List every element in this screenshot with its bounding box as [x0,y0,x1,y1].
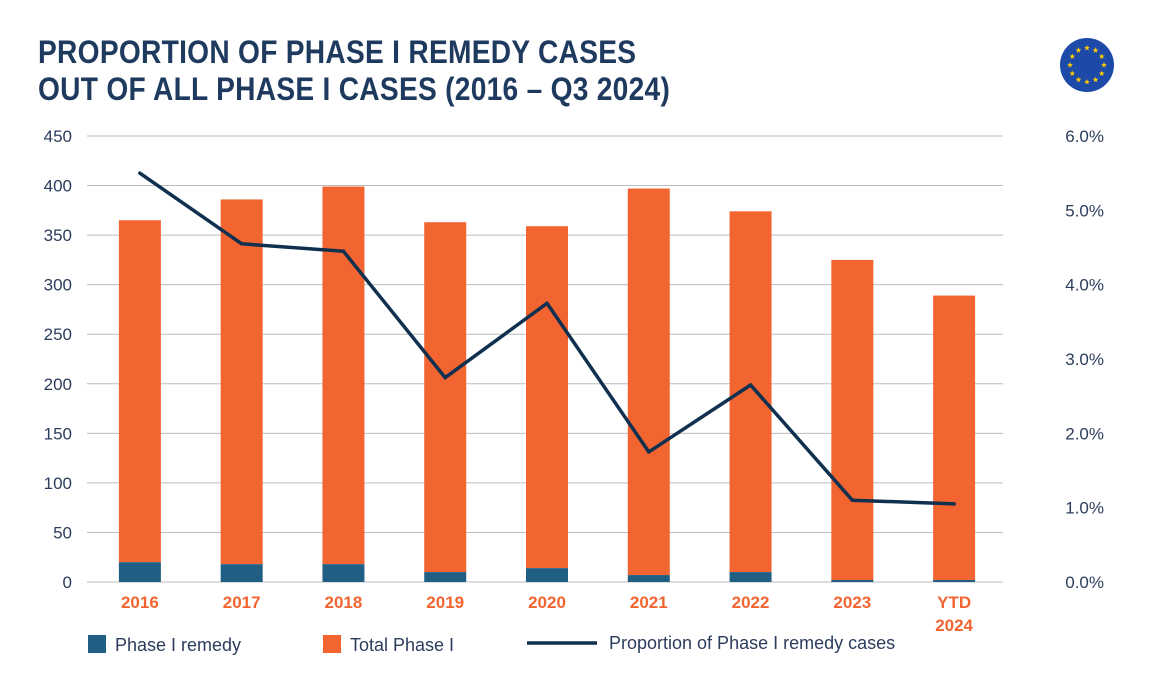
bar-total-phase-i [526,226,568,569]
flag-star [1067,62,1073,68]
x-category-label: 2020 [528,593,566,612]
proportion-point [138,171,142,175]
bars [118,186,976,582]
y-left-tick-label: 400 [44,177,72,196]
y-right-tick-label: 3.0% [1065,350,1104,369]
y-axis-right: 0.0% 1.0% 2.0% 3.0% 4.0% 5.0% 6.0% [1065,127,1104,592]
proportion-point [443,375,448,380]
legend-swatch-total [323,635,341,653]
bar-phase-i-remedy [933,580,976,582]
y-left-tick-label: 450 [44,127,72,146]
bar-total-phase-i [424,222,467,573]
bar-total-phase-i [933,295,976,581]
title-line-1: PROPORTION OF PHASE I REMEDY CASES [38,34,637,70]
bar-total-phase-i [322,186,365,565]
legend-label-proportion: Proportion of Phase I remedy cases [609,633,895,653]
bar-total-phase-i [118,220,161,563]
chart-title: PROPORTION OF PHASE I REMEDY CASES OUT O… [38,34,670,108]
y-left-tick-label: 350 [44,226,72,245]
x-category-label: 2018 [325,593,363,612]
y-left-tick-label: 150 [44,424,72,443]
y-left-tick-label: 100 [44,474,72,493]
y-right-tick-label: 2.0% [1065,424,1104,443]
legend-swatch-remedy [88,635,106,653]
proportion-point [952,502,956,506]
x-category-label: 2019 [426,593,464,612]
flag-star [1069,53,1076,59]
x-category-label: 2017 [223,593,261,612]
bar-total-phase-i [729,211,772,573]
x-category-label: 2021 [630,593,668,612]
bar-phase-i-remedy [627,575,670,582]
flag-star [1084,45,1090,51]
y-right-tick-label: 1.0% [1065,499,1104,518]
legend: Phase I remedy Total Phase I Proportion of… [88,633,895,655]
flag-star [1092,47,1099,53]
proportion-point [239,241,244,246]
flag-star [1084,79,1090,85]
proportion-point [545,301,549,306]
flag-star [1092,76,1099,83]
x-axis-categories: 2016 2017 2018 2019 2020 2021 2022 2023 YTD 2024 [121,593,974,635]
proportion-point [646,450,651,454]
x-category-label: 2022 [732,593,770,612]
y-right-tick-label: 6.0% [1065,127,1104,146]
bar-phase-i-remedy [220,564,263,582]
x-category-label: YTD [937,593,971,612]
legend-label-remedy: Phase I remedy [115,635,241,655]
y-right-tick-label: 4.0% [1065,276,1104,295]
bar-phase-i-remedy [526,568,568,582]
flag-star [1069,70,1076,76]
bar-phase-i-remedy [322,564,365,582]
flag-star [1101,62,1107,68]
title-line-2: OUT OF ALL PHASE I CASES (2016 – Q3 2024… [38,71,671,107]
bar-phase-i-remedy [424,572,467,582]
y-left-tick-label: 250 [44,325,72,344]
bar-total-phase-i [831,259,874,581]
y-right-tick-label: 5.0% [1065,201,1104,220]
eu-flag-icon [1060,38,1114,92]
bar-phase-i-remedy [729,572,772,582]
x-category-label: 2023 [833,593,871,612]
bar-phase-i-remedy [831,580,874,582]
y-left-tick-label: 50 [53,523,72,542]
bar-total-phase-i [220,199,263,565]
proportion-line [138,171,956,506]
y-axis-left: 0 50 100 150 200 250 300 350 400 450 [44,127,72,592]
flag-star [1075,76,1082,83]
proportion-point [748,383,753,387]
proportion-point [850,498,855,503]
bar-phase-i-remedy [118,562,161,582]
bar-total-phase-i [627,188,670,576]
legend-label-total: Total Phase I [350,635,454,655]
x-category-label: 2024 [935,616,973,635]
x-category-label: 2016 [121,593,159,612]
flag-star [1098,70,1105,76]
flag-star [1098,53,1105,59]
y-left-tick-label: 300 [44,276,72,295]
y-left-tick-label: 0 [63,573,72,592]
y-left-tick-label: 200 [44,375,72,394]
flag-star [1075,47,1082,53]
proportion-point [341,249,346,254]
y-right-tick-label: 0.0% [1065,573,1104,592]
